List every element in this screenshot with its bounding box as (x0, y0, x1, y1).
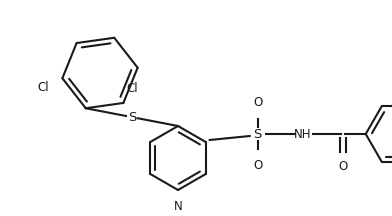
Text: N: N (174, 200, 182, 213)
Text: NH: NH (294, 127, 312, 140)
Text: Cl: Cl (126, 82, 138, 95)
Text: O: O (338, 160, 347, 173)
Text: S: S (254, 127, 262, 140)
Text: O: O (253, 96, 262, 109)
Text: Cl: Cl (37, 81, 49, 94)
Text: S: S (128, 111, 136, 124)
Text: O: O (253, 159, 262, 172)
